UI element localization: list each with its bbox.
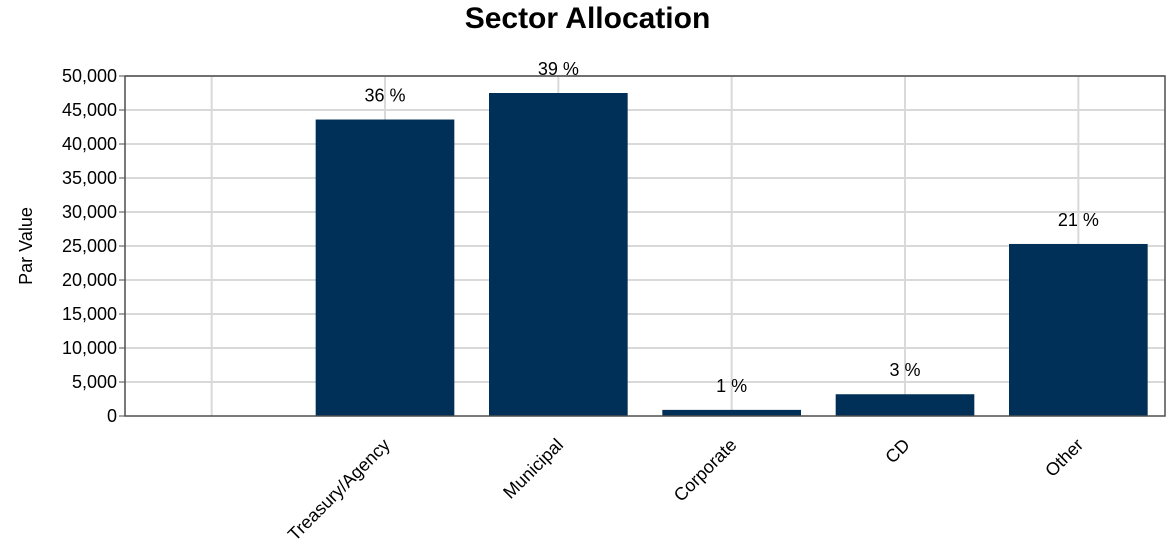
- bar-data-label: 3 %: [889, 360, 920, 380]
- chart-title: Sector Allocation: [464, 2, 711, 35]
- y-tick-label: 35,000: [62, 168, 117, 188]
- y-tick-label: 50,000: [62, 66, 117, 86]
- y-tick-label: 20,000: [62, 270, 117, 290]
- bar-other: [1009, 243, 1148, 416]
- x-tick-label: CD: [881, 435, 914, 468]
- y-tick-label: 15,000: [62, 304, 117, 324]
- bar-cd: [835, 394, 975, 416]
- y-tick-label: 5,000: [72, 372, 117, 392]
- bar-municipal: [489, 93, 628, 416]
- bar-data-label: 36 %: [364, 86, 405, 106]
- y-tick-label: 0: [107, 406, 117, 426]
- y-tick-label: 30,000: [62, 202, 117, 222]
- plot-frame: [124, 75, 1166, 417]
- x-tick-label: Corporate: [670, 435, 741, 506]
- bar-data-label: 21 %: [1058, 210, 1099, 230]
- y-tick-label: 40,000: [62, 134, 117, 154]
- bars: [315, 93, 1148, 417]
- y-axis-label: Par Value: [16, 207, 36, 285]
- y-tick-label: 10,000: [62, 338, 117, 358]
- bar-corporate: [662, 409, 801, 416]
- y-tick-label: 45,000: [62, 100, 117, 120]
- bar-treasury-agency: [315, 119, 455, 417]
- y-tick-label: 25,000: [62, 236, 117, 256]
- x-tick-label: Other: [1041, 435, 1087, 481]
- x-tick-label: Municipal: [499, 435, 567, 503]
- bar-data-label: 1 %: [716, 376, 747, 396]
- bar-data-label: 39 %: [538, 59, 579, 79]
- axes: [119, 75, 1166, 417]
- x-tick-label: Treasury/Agency: [284, 435, 394, 545]
